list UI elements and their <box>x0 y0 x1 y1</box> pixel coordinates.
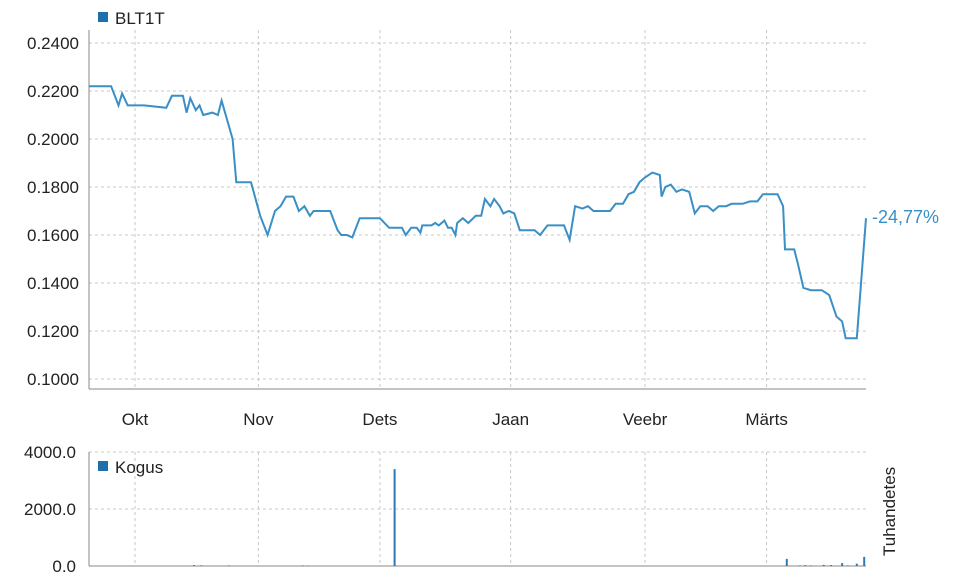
price-y-axis: 0.2400 0.2200 0.2000 0.1800 0.1600 0.1400 0.12… <box>27 34 79 389</box>
price-x-tick-label: Veebr <box>623 410 668 429</box>
volume-bar <box>846 565 849 566</box>
price-legend-swatch <box>98 12 108 22</box>
price-x-tick-label: Jaan <box>492 410 529 429</box>
volume-y-axis: 4000.0 2000.0 0.0 <box>24 443 76 576</box>
price-x-tick-label: Dets <box>362 410 397 429</box>
price-y-tick-label: 0.1000 <box>27 370 79 389</box>
volume-y-axis-title: Tuhandetes <box>880 467 899 556</box>
volume-y-tick-label: 4000.0 <box>24 443 76 462</box>
price-y-tick-label: 0.2400 <box>27 34 79 53</box>
change-percent-label: -24,77% <box>872 207 939 227</box>
volume-bar <box>798 565 801 566</box>
volume-grid <box>89 451 866 566</box>
volume-bar <box>785 558 788 566</box>
price-series-line <box>89 85 867 340</box>
volume-legend: Kogus <box>98 458 163 477</box>
price-y-tick-label: 0.1800 <box>27 178 79 197</box>
price-legend-label: BLT1T <box>115 9 165 28</box>
volume-bar <box>841 563 844 566</box>
volume-bar <box>393 469 396 566</box>
price-x-tick-label: Okt <box>122 410 149 429</box>
volume-bar <box>855 563 858 566</box>
price-x-axis: Okt Nov Dets Jaan Veebr Märts <box>122 410 788 429</box>
volume-bar <box>804 565 807 566</box>
volume-bar <box>830 565 832 566</box>
volume-bar <box>863 556 866 566</box>
volume-legend-swatch <box>98 461 108 471</box>
price-y-tick-label: 0.1600 <box>27 226 79 245</box>
volume-bar <box>307 565 310 567</box>
price-y-tick-label: 0.2200 <box>27 82 79 101</box>
volume-bar <box>301 565 304 566</box>
volume-y-tick-label: 2000.0 <box>24 500 76 519</box>
volume-bar <box>227 565 230 566</box>
price-y-tick-label: 0.1200 <box>27 322 79 341</box>
price-y-tick-label: 0.1400 <box>27 274 79 293</box>
volume-bars <box>193 469 866 567</box>
volume-bar <box>200 565 203 566</box>
price-x-tick-label: Märts <box>745 410 788 429</box>
volume-bar <box>822 564 825 566</box>
price-legend: BLT1T <box>98 9 165 28</box>
price-x-tick-label: Nov <box>243 410 274 429</box>
volume-legend-label: Kogus <box>115 458 163 477</box>
volume-bar <box>809 565 812 566</box>
volume-bar <box>193 565 195 566</box>
price-y-tick-label: 0.2000 <box>27 130 79 149</box>
volume-y-tick-label: 0.0 <box>52 557 76 576</box>
price-grid <box>89 30 866 389</box>
